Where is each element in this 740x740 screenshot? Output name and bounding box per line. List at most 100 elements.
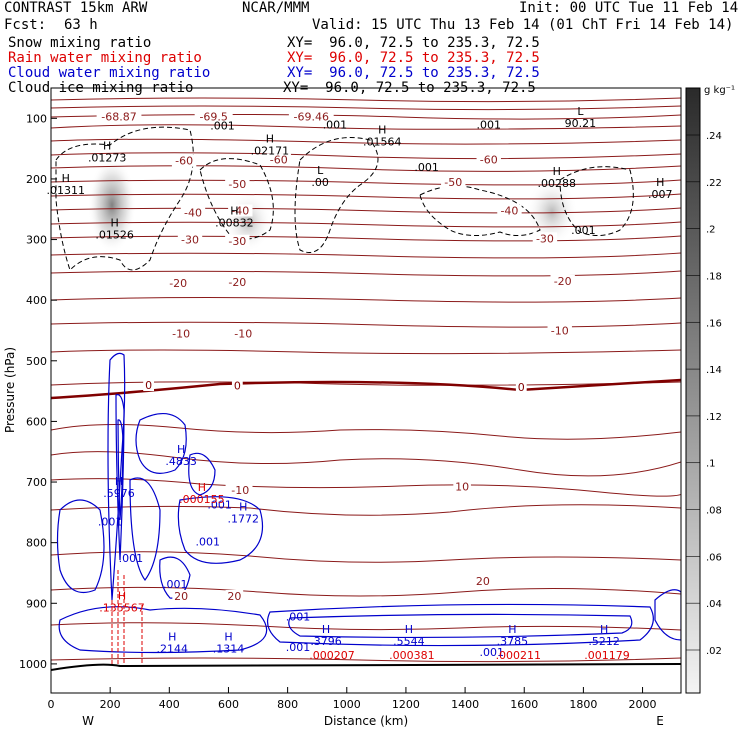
- extrema-value: .1772: [228, 512, 260, 525]
- extrema-value: .5544: [393, 635, 425, 648]
- x-axis-ticks: 0 200 400 600 800 1000 1200 1400 1600 1800 2000: [48, 687, 657, 711]
- snow-max-east: [526, 178, 578, 246]
- y-axis-ticks: 100 200 300 400 500 600 700 800 900 1000: [19, 112, 57, 671]
- extrema-value: .001: [98, 515, 123, 528]
- extrema-value: .001: [196, 535, 221, 548]
- isotherm-label: 0: [518, 381, 525, 394]
- extrema-value: .001: [414, 161, 439, 174]
- isotherm-label-bg: [172, 590, 190, 603]
- isotherm-label: -40: [231, 204, 249, 217]
- extrema-mark: H: [322, 623, 330, 636]
- isotherm-label: 20: [476, 575, 490, 588]
- isotherm-label-bg: [532, 232, 558, 245]
- extrema-value: .3785: [497, 635, 529, 648]
- extrema-value: .4833: [165, 455, 197, 468]
- extrema-value: .01526: [95, 229, 134, 242]
- isotherm-label-bg: [177, 233, 203, 246]
- cloud-ice-contours: [55, 126, 634, 271]
- extrema-value: .00832: [215, 217, 254, 230]
- plot-title: CONTRAST 15km ARW: [4, 0, 148, 16]
- isotherm-label: -40: [184, 206, 202, 219]
- isotherm-label: 20: [174, 590, 188, 603]
- cloud-water-contours: [56, 352, 681, 654]
- field-cloudwater-xy: XY= 96.0, 72.5 to 235.3, 72.5: [287, 65, 540, 81]
- extrema-mark: H: [110, 217, 118, 230]
- colorbar-label: .1: [706, 459, 716, 470]
- extrema-mark: H: [405, 623, 413, 636]
- isotherm-label-bg: [225, 275, 250, 288]
- extrema-value: .001: [323, 118, 348, 131]
- isotherm-label: -10: [234, 328, 252, 341]
- isotherm-label: -20: [169, 277, 187, 290]
- isotherm-label: -60: [270, 154, 288, 167]
- extrema-value: .001: [476, 118, 501, 131]
- extrema-mark: H: [239, 500, 247, 513]
- isotherm-label-bg: [453, 480, 471, 493]
- extrema-mark: H: [118, 590, 126, 603]
- isotherm-label: -69.46: [294, 110, 329, 123]
- x-axis-east-label: E: [656, 714, 664, 728]
- extrema-mark: H: [600, 623, 608, 636]
- isotherm-label: -30: [181, 234, 199, 247]
- valid-time: Valid: 15 UTC Thu 13 Feb 14 (01 ChT Fri …: [312, 17, 734, 33]
- isotherm-label: -10: [231, 484, 249, 497]
- extrema-value: .00288: [538, 177, 577, 190]
- colorbar-label: .04: [706, 599, 722, 610]
- extrema-value: .000211: [496, 649, 542, 662]
- extrema-value: .5976: [103, 487, 135, 500]
- extrema-value: .000207: [309, 649, 355, 662]
- isotherm-label-bg: [441, 175, 466, 188]
- colorbar-label: .16: [706, 318, 722, 329]
- isotherm-label: -69.5: [199, 110, 227, 123]
- y-tick-label: 300: [26, 234, 47, 247]
- isotherm-label-bg: [165, 277, 191, 290]
- colorbar-label: .08: [706, 506, 722, 517]
- isotherm-label: -50: [444, 176, 462, 189]
- colorbar-labels: .24 .22 .2 .18 .16 .14 .12 .1 .08 .06 .04 .02: [686, 131, 722, 657]
- x-tick-label: 1600: [510, 698, 538, 711]
- x-tick-label: 200: [100, 698, 121, 711]
- forecast-label: Fcst:: [4, 17, 47, 33]
- isotherm-label-bg: [547, 324, 572, 337]
- x-tick-label: 400: [159, 698, 180, 711]
- colorbar-label: .22: [706, 178, 722, 189]
- y-tick-label: 800: [26, 537, 47, 550]
- isotherm-label-bg: [171, 154, 197, 167]
- field-rain-xy: XY= 96.0, 72.5 to 235.3, 72.5: [287, 50, 540, 66]
- isotherm-label-bg: [476, 153, 501, 166]
- y-tick-label: 900: [26, 597, 47, 610]
- extrema-mark: H: [508, 623, 516, 636]
- extrema-value: .5212: [588, 635, 620, 648]
- center-label: NCAR/MMM: [242, 0, 310, 16]
- colorbar: [685, 87, 701, 694]
- isotherm-label: 20: [227, 590, 241, 603]
- field-cloudwater-name: Cloud water mixing ratio: [8, 65, 211, 81]
- extrema-value: .3796: [310, 635, 342, 648]
- isotherm-label-bg: [180, 206, 206, 219]
- extrema-value: .001: [163, 578, 188, 591]
- x-axis-label: Distance (km): [324, 714, 408, 728]
- isotherm-label-bg: [194, 110, 233, 123]
- extrema-mark: H: [553, 165, 561, 178]
- extrema-mark: H: [656, 176, 664, 189]
- colorbar-label: .2: [706, 225, 716, 236]
- isotherm-lines: [51, 97, 681, 671]
- extrema-mark: H: [266, 132, 274, 145]
- x-tick-label: 1400: [451, 698, 479, 711]
- isotherm-label: -10: [551, 324, 569, 337]
- extrema-value: .001: [286, 641, 311, 654]
- x-tick-label: 1000: [333, 698, 361, 711]
- field-rain-name: Rain water mixing ratio: [8, 50, 202, 66]
- extrema-value: .1314: [213, 643, 245, 656]
- isotherm-label-bg: [515, 380, 527, 393]
- extrema-labels: H.01273H.01311H.01526H.02171H.01564H.008…: [47, 105, 673, 662]
- isotherm-label: 0: [145, 379, 152, 392]
- extrema-mark: H: [103, 140, 111, 153]
- extrema-mark: L: [317, 164, 324, 177]
- y-tick-label: 1000: [19, 658, 47, 671]
- colorbar-label: .24: [706, 131, 722, 142]
- y-tick-label: 200: [26, 173, 47, 186]
- isotherm-label-bg: [550, 274, 575, 287]
- extrema-value: .007: [648, 188, 673, 201]
